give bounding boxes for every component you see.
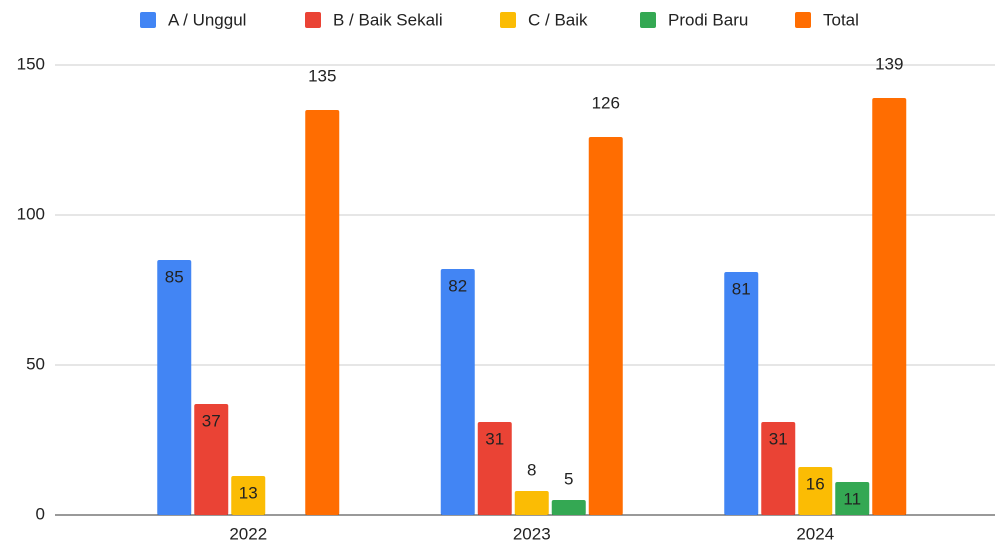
y-tick-label: 100 <box>17 204 45 223</box>
legend-swatch <box>795 12 811 28</box>
legend-label: C / Baik <box>528 10 588 29</box>
bar <box>761 422 796 515</box>
data-label: 126 <box>592 93 620 112</box>
data-label: 81 <box>732 279 751 298</box>
bar <box>724 272 759 515</box>
x-tick-label: 2024 <box>796 524 834 543</box>
bar <box>551 500 586 515</box>
data-label: 82 <box>448 276 467 295</box>
bar <box>194 404 229 515</box>
data-label: 135 <box>308 66 336 85</box>
data-label: 31 <box>769 429 788 448</box>
bar <box>514 491 549 515</box>
legend-swatch <box>500 12 516 28</box>
bar <box>440 269 475 515</box>
bar <box>231 476 266 515</box>
legend-swatch <box>140 12 156 28</box>
bar <box>157 260 192 515</box>
data-label: 16 <box>806 474 825 493</box>
y-tick-label: 0 <box>36 504 45 523</box>
bar <box>588 137 623 515</box>
data-label: 5 <box>564 469 573 488</box>
bar <box>477 422 512 515</box>
bar <box>835 482 870 515</box>
data-label: 11 <box>843 489 861 508</box>
legend-label: B / Baik Sekali <box>333 10 443 29</box>
bar <box>872 98 907 515</box>
data-label: 139 <box>875 54 903 73</box>
y-tick-label: 150 <box>17 54 45 73</box>
data-label: 8 <box>527 460 536 479</box>
legend-swatch <box>305 12 321 28</box>
legend-label: Prodi Baru <box>668 10 748 29</box>
data-label: 13 <box>239 483 258 502</box>
data-label: 37 <box>202 411 221 430</box>
data-label: 85 <box>165 267 184 286</box>
x-tick-label: 2023 <box>513 524 551 543</box>
bar <box>798 467 833 515</box>
legend-swatch <box>640 12 656 28</box>
x-tick-label: 2022 <box>229 524 267 543</box>
data-label: 31 <box>485 429 504 448</box>
legend-label: A / Unggul <box>168 10 246 29</box>
y-tick-label: 50 <box>26 354 45 373</box>
bar <box>305 110 340 515</box>
legend-label: Total <box>823 10 859 29</box>
